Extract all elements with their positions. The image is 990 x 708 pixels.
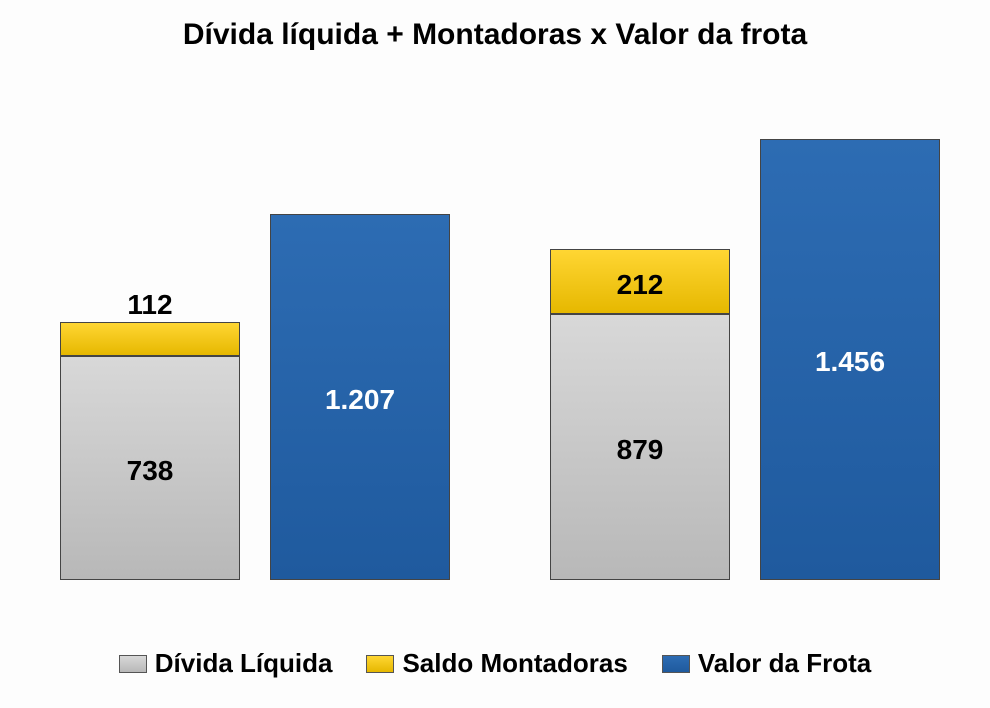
bar-label: 738 [61,455,239,487]
bar-label: 1.207 [271,384,449,416]
bar-valor_frota-g1: 1.456 [760,139,940,580]
bar-valor_frota-g0: 1.207 [270,214,450,580]
legend-label: Dívida Líquida [155,648,333,679]
legend-item-saldo_montadoras: Saldo Montadoras [366,648,627,679]
legend-swatch [366,655,394,673]
bar-divida_liquida-g0: 738 [60,356,240,580]
chart-legend: Dívida Líquida Saldo Montadoras Valor da F… [0,648,990,679]
chart-plot-area: 7381121.2078792121.456 [60,80,930,580]
chart-title: Dívida líquida + Montadoras x Valor da f… [0,18,990,52]
bar-saldo_montadoras-g0: 112 [60,322,240,356]
legend-swatch [662,655,690,673]
legend-swatch [119,655,147,673]
legend-item-divida_liquida: Dívida Líquida [119,648,333,679]
bar-label: 1.456 [761,346,939,378]
bar-label: 879 [551,434,729,466]
bar-label: 212 [551,269,729,301]
legend-item-valor_frota: Valor da Frota [662,648,871,679]
legend-label: Valor da Frota [698,648,871,679]
bar-label: 112 [61,289,239,321]
bar-saldo_montadoras-g1: 212 [550,249,730,313]
bar-divida_liquida-g1: 879 [550,314,730,580]
legend-label: Saldo Montadoras [402,648,627,679]
